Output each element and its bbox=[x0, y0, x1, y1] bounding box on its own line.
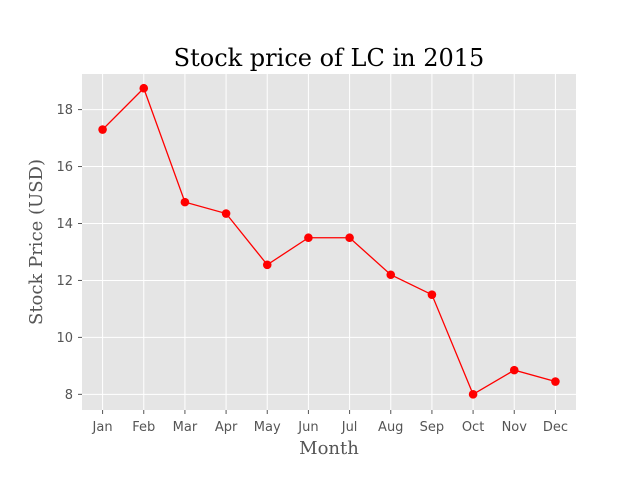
plot-area bbox=[82, 74, 576, 410]
data-point bbox=[304, 233, 313, 243]
data-point bbox=[180, 197, 190, 207]
x-tick-label: Jun bbox=[297, 420, 318, 435]
data-point bbox=[551, 377, 560, 386]
y-tick-label: 8 bbox=[65, 388, 73, 403]
y-axis-label: Stock Price (USD) bbox=[26, 159, 47, 325]
x-tick-label: Jul bbox=[341, 420, 358, 435]
data-point bbox=[345, 233, 354, 243]
x-tick-label: May bbox=[254, 420, 281, 435]
x-tick-label: Apr bbox=[215, 420, 238, 435]
data-point bbox=[468, 390, 478, 399]
tick-labels: Jan Feb Mar Apr May Jun Jul Aug Sep Oct Nov Dec 8 10 1… bbox=[56, 103, 568, 435]
y-tick-label: 12 bbox=[56, 274, 73, 289]
y-tick-label: 18 bbox=[56, 103, 73, 118]
x-tick-label: Dec bbox=[543, 420, 568, 435]
data-point bbox=[509, 365, 519, 375]
grid-lines bbox=[82, 74, 576, 410]
y-tick-label: 16 bbox=[56, 160, 73, 175]
x-axis-label: Month bbox=[299, 438, 359, 459]
x-tick-label: Mar bbox=[173, 420, 198, 435]
chart-title: Stock price of LC in 2015 bbox=[174, 44, 485, 72]
series-layer bbox=[98, 83, 560, 399]
data-point bbox=[98, 125, 107, 134]
data-point bbox=[221, 209, 231, 218]
y-tick-label: 10 bbox=[56, 331, 73, 346]
data-point bbox=[386, 270, 396, 280]
x-tick-label: Jan bbox=[92, 420, 113, 435]
data-point bbox=[427, 290, 437, 299]
data-point bbox=[139, 83, 149, 93]
x-tick-label: Sep bbox=[420, 420, 445, 435]
x-tick-label: Oct bbox=[462, 420, 484, 435]
x-tick-label: Nov bbox=[502, 420, 528, 435]
y-tick-label: 14 bbox=[56, 217, 73, 232]
x-tick-label: Aug bbox=[378, 420, 403, 435]
x-tick-label: Feb bbox=[132, 420, 155, 435]
series-line bbox=[102, 87, 556, 396]
data-point bbox=[262, 260, 272, 270]
